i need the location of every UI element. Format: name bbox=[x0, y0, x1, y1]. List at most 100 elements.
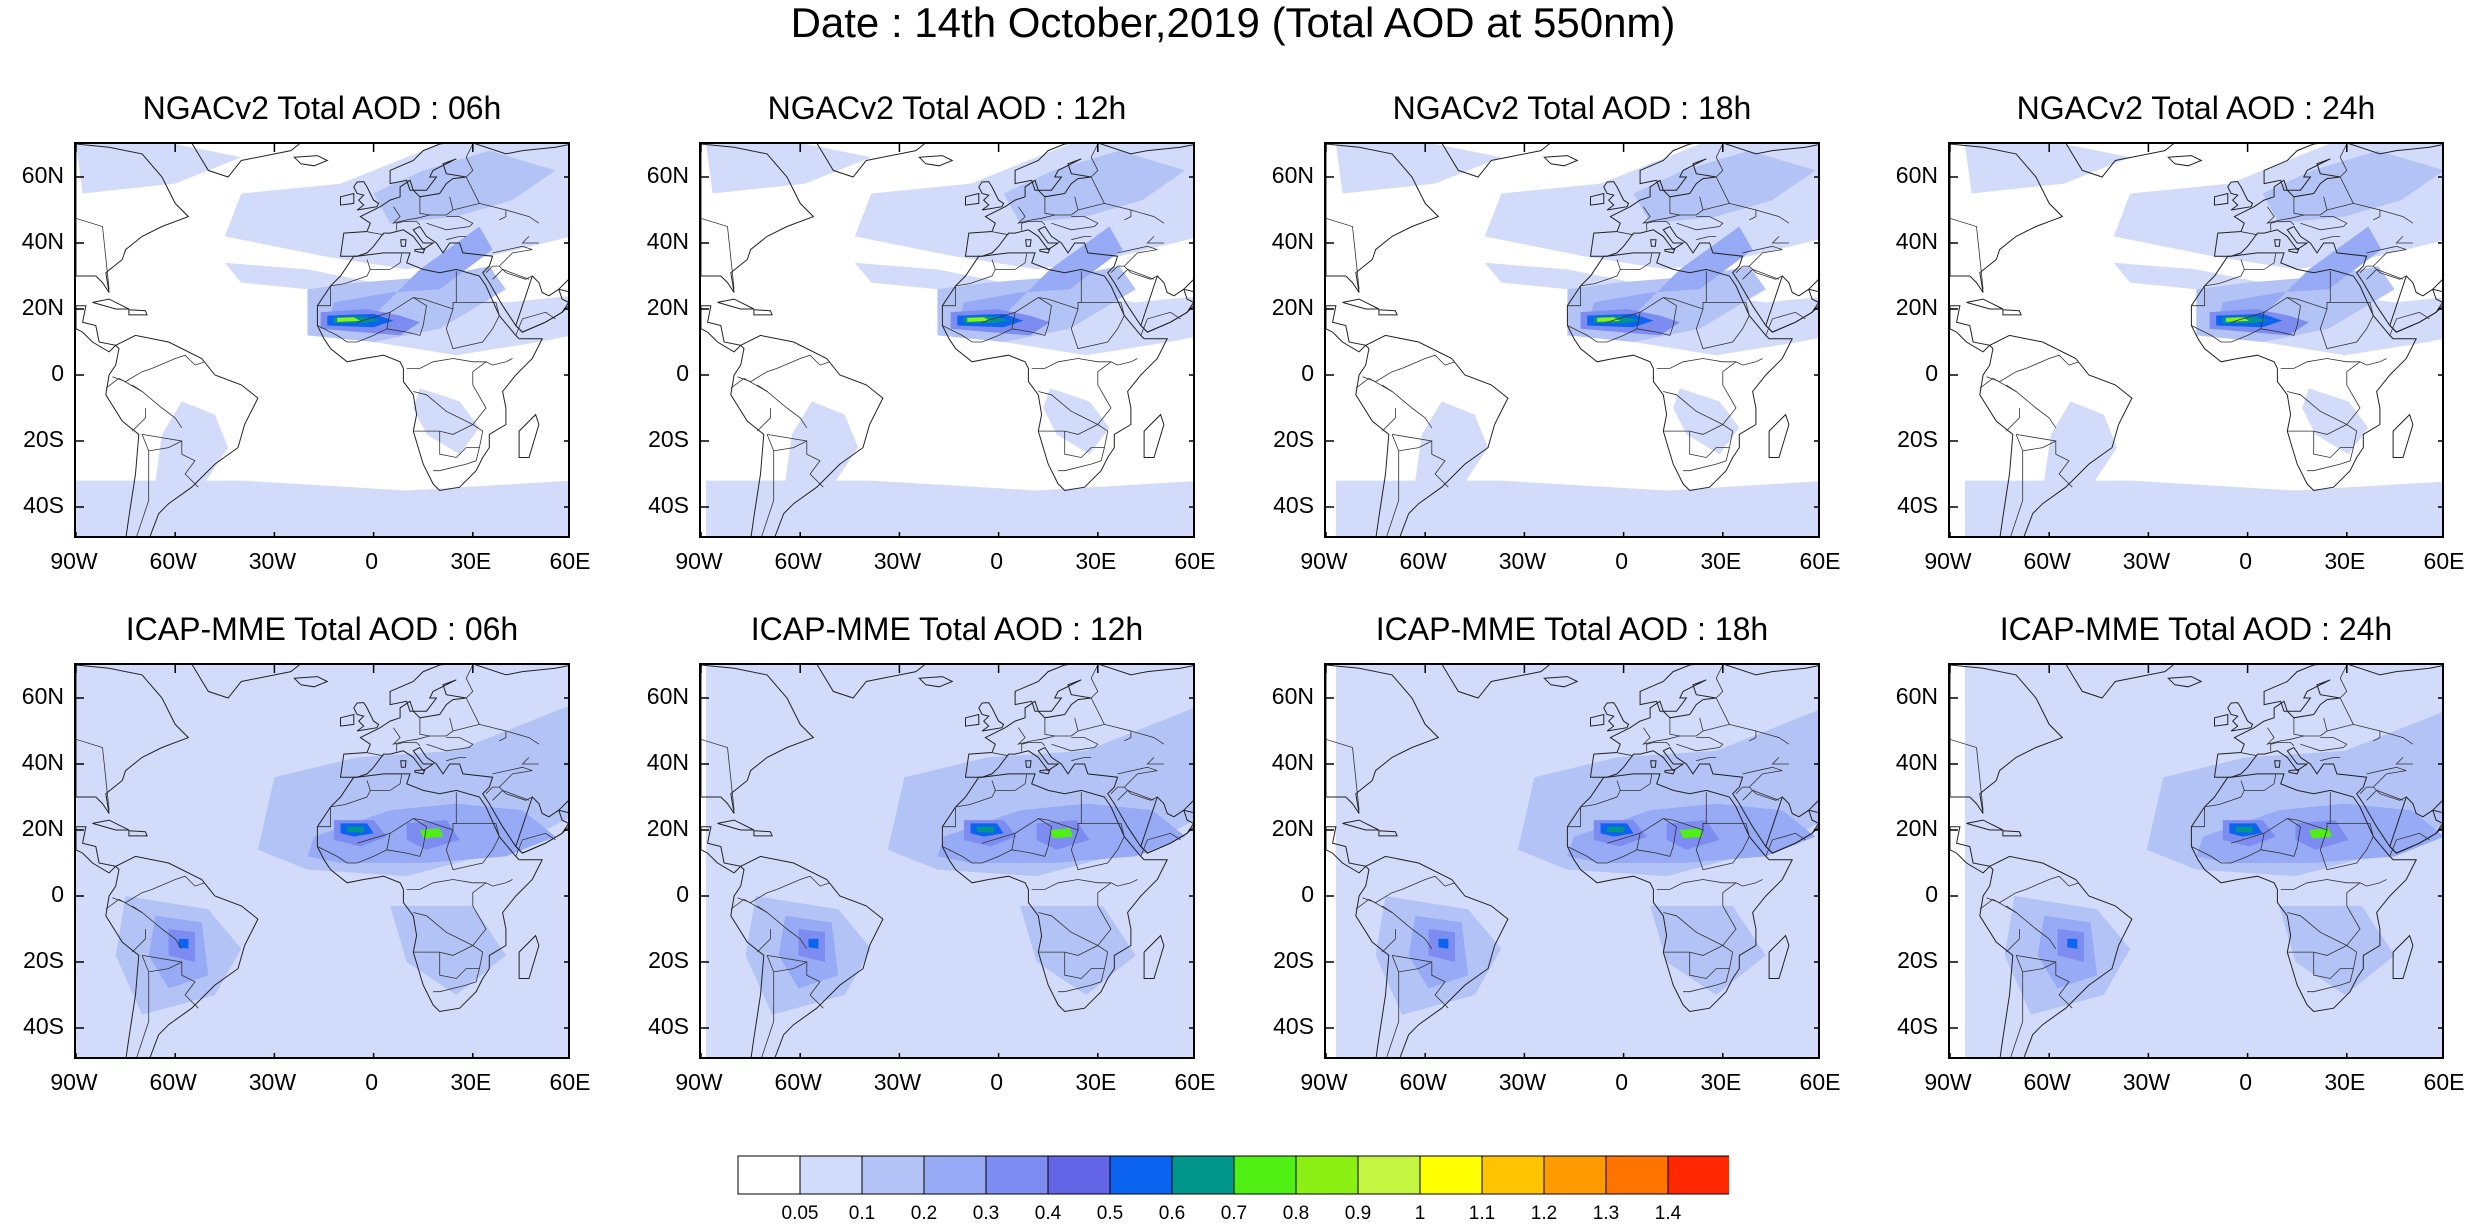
coastline-eurasia bbox=[964, 665, 1193, 854]
lat-tick-label: 0 bbox=[1301, 360, 1314, 386]
country-border bbox=[1386, 955, 1400, 1057]
lon-tick-label: 90W bbox=[1924, 548, 1972, 574]
country-border bbox=[485, 245, 533, 273]
coastline-sardinia bbox=[400, 239, 407, 247]
country-border bbox=[2326, 202, 2381, 221]
lon-tick-label: 90W bbox=[675, 1069, 723, 1095]
country-border bbox=[942, 312, 1016, 343]
country-border bbox=[2022, 440, 2056, 452]
country-border bbox=[1656, 358, 1763, 369]
country-border bbox=[1130, 209, 1165, 224]
lon-tick-label: 90W bbox=[1924, 1069, 1972, 1095]
country-border bbox=[1620, 774, 1653, 791]
aod-contour-fill bbox=[977, 826, 994, 833]
coastline-eurasia bbox=[2213, 665, 2442, 854]
country-border bbox=[386, 297, 427, 336]
aod-contour-fill bbox=[1003, 150, 1186, 224]
country-border bbox=[1117, 268, 1155, 280]
country-border bbox=[1663, 945, 1734, 993]
coastline-iceland bbox=[918, 155, 954, 167]
coastline-madagascar bbox=[518, 413, 540, 458]
country-border bbox=[1771, 236, 1789, 244]
lat-tick-label: 20N bbox=[21, 815, 64, 841]
aod-contour-fill bbox=[155, 401, 229, 488]
country-border bbox=[426, 216, 474, 231]
aod-contour-fill bbox=[337, 317, 361, 322]
coastline-greenland bbox=[191, 144, 301, 178]
lat-tick-label: 20S bbox=[1897, 947, 1938, 973]
country-border bbox=[1979, 898, 2017, 913]
country-border bbox=[2320, 236, 2341, 241]
coastline-centralAmerica bbox=[1950, 305, 1991, 353]
lon-tick-label: 60E bbox=[2423, 548, 2465, 574]
country-border bbox=[2005, 408, 2020, 432]
country-border bbox=[2280, 879, 2387, 890]
coastline-arabiaGulf bbox=[1140, 275, 1193, 333]
aod-contour-fill bbox=[2302, 388, 2369, 455]
country-border bbox=[1656, 879, 1763, 890]
colorbar-swatch bbox=[923, 1155, 987, 1195]
country-border bbox=[1715, 176, 1730, 204]
country-border bbox=[465, 144, 474, 178]
aod-contour-fill bbox=[1049, 828, 1073, 839]
coastline-sardinia bbox=[1650, 760, 1657, 768]
lon-tick-label: 90W bbox=[50, 548, 98, 574]
coastline-ireland bbox=[2214, 192, 2229, 206]
country-border bbox=[367, 231, 384, 236]
aod-contour-fill bbox=[413, 388, 480, 455]
lon-tick-label: 30W bbox=[2122, 1069, 2171, 1095]
country-border bbox=[396, 221, 421, 231]
coastline-britain bbox=[1603, 181, 1630, 211]
country-border bbox=[761, 434, 775, 536]
coastline-eurasia bbox=[339, 665, 568, 854]
coastline-hispaniola bbox=[2002, 830, 2022, 837]
coastline-northAmerica bbox=[1950, 144, 2064, 293]
country-border bbox=[1646, 742, 1671, 752]
lat-tick-label: 20N bbox=[21, 294, 64, 320]
country-border bbox=[521, 236, 539, 244]
coastline-madagascar bbox=[1768, 934, 1790, 979]
lon-tick-label: 30W bbox=[873, 1069, 922, 1095]
colorbar-swatch bbox=[1667, 1155, 1729, 1195]
coastline-southAmerica bbox=[1355, 855, 1509, 1057]
coastline-ireland bbox=[965, 713, 980, 727]
coastline-sicily bbox=[414, 248, 426, 254]
coastline-cuba bbox=[1342, 819, 1380, 831]
coastline-madagascar bbox=[2392, 934, 2414, 979]
colorbar-swatch bbox=[1109, 1155, 1173, 1195]
country-border bbox=[1715, 665, 1724, 699]
coastline-centralAmerica bbox=[76, 826, 117, 874]
country-border bbox=[1695, 823, 1750, 871]
country-border bbox=[2022, 961, 2056, 973]
country-border bbox=[445, 823, 500, 871]
lon-tick-label: 60E bbox=[1799, 1069, 1841, 1095]
country-border bbox=[392, 206, 430, 224]
country-border bbox=[1676, 216, 1724, 231]
coastline-hispaniola bbox=[1378, 309, 1398, 316]
country-border bbox=[1090, 665, 1099, 699]
country-border bbox=[1646, 221, 1671, 231]
aod-contour-fill bbox=[76, 480, 568, 536]
coastline-southAmerica bbox=[1979, 334, 2133, 536]
aod-contour-fill bbox=[327, 226, 493, 329]
lon-tick-label: 90W bbox=[50, 1069, 98, 1095]
country-border bbox=[131, 408, 146, 432]
country-border bbox=[2266, 727, 2304, 745]
coastline-southAmerica bbox=[730, 334, 884, 536]
coastline-ireland bbox=[340, 713, 355, 727]
coastline-britain bbox=[353, 702, 380, 732]
lon-tick-label: 60E bbox=[1799, 548, 1841, 574]
coastline-africa bbox=[316, 252, 544, 492]
aod-contour-fill bbox=[1597, 317, 1621, 322]
lat-tick-label: 20N bbox=[1271, 815, 1314, 841]
aod-contour-fill bbox=[1020, 905, 1136, 995]
country-border bbox=[1326, 217, 1360, 290]
coastline-centralAmerica bbox=[1326, 305, 1367, 353]
country-border bbox=[1017, 206, 1055, 224]
lat-tick-label: 40S bbox=[1897, 1013, 1938, 1039]
country-border bbox=[148, 961, 182, 973]
colorbar-swatch bbox=[861, 1155, 925, 1195]
country-border bbox=[1771, 757, 1789, 765]
country-border bbox=[446, 757, 467, 762]
colorbar-swatch bbox=[1605, 1155, 1669, 1195]
